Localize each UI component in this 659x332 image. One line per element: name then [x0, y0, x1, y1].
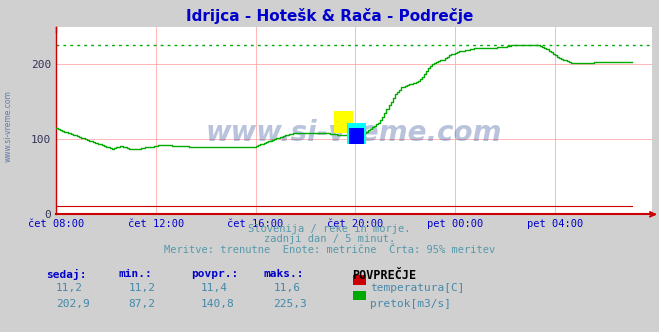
Text: 140,8: 140,8 [201, 299, 235, 309]
Text: Idrijca - Hotešk & Rača - Podrečje: Idrijca - Hotešk & Rača - Podrečje [186, 8, 473, 24]
Text: povpr.:: povpr.: [191, 269, 239, 279]
Text: 11,6: 11,6 [273, 283, 301, 293]
Text: 11,2: 11,2 [129, 283, 156, 293]
Bar [349, 128, 364, 144]
Text: 225,3: 225,3 [273, 299, 307, 309]
Text: Meritve: trenutne  Enote: metrične  Črta: 95% meritev: Meritve: trenutne Enote: metrične Črta: … [164, 245, 495, 255]
Text: pretok[m3/s]: pretok[m3/s] [370, 299, 451, 309]
Text: maks.:: maks.: [264, 269, 304, 279]
Text: min.:: min.: [119, 269, 152, 279]
Text: www.si-vreme.com: www.si-vreme.com [206, 120, 502, 147]
Text: 202,9: 202,9 [56, 299, 90, 309]
Text: zadnji dan / 5 minut.: zadnji dan / 5 minut. [264, 234, 395, 244]
Text: POVPREČJE: POVPREČJE [353, 269, 416, 282]
Bar [347, 124, 366, 144]
Text: sedaj:: sedaj: [46, 269, 86, 280]
Text: 11,4: 11,4 [201, 283, 228, 293]
Text: www.si-vreme.com: www.si-vreme.com [4, 90, 13, 162]
Bar [335, 111, 353, 133]
Text: 87,2: 87,2 [129, 299, 156, 309]
Text: Slovenija / reke in morje.: Slovenija / reke in morje. [248, 224, 411, 234]
Text: 11,2: 11,2 [56, 283, 83, 293]
Text: temperatura[C]: temperatura[C] [370, 283, 465, 293]
